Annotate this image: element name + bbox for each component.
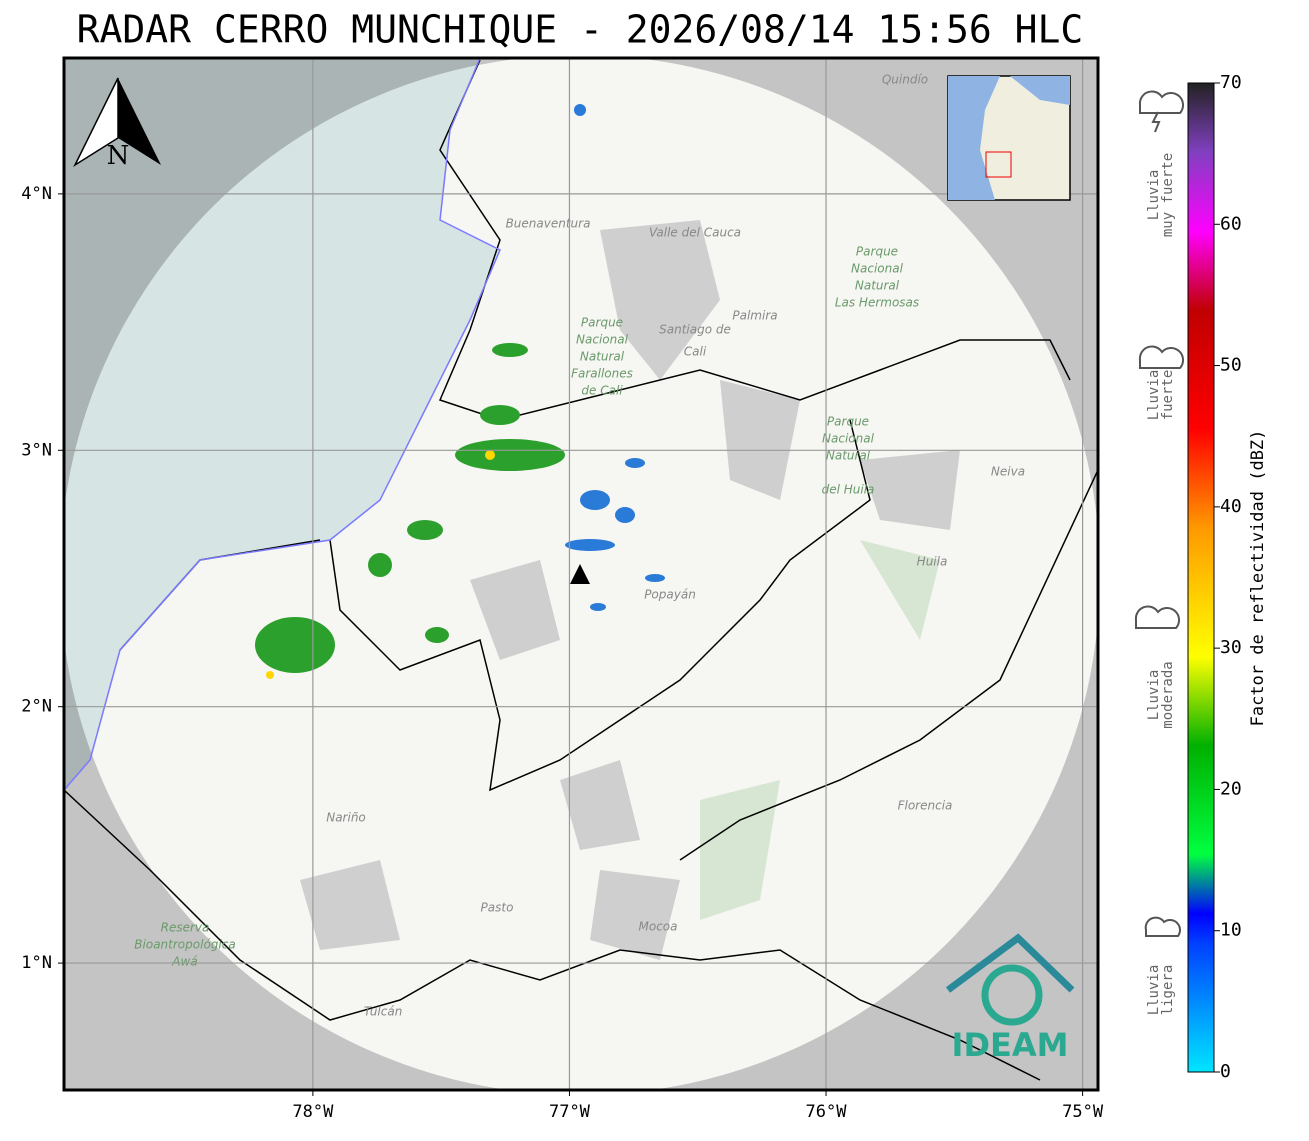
- park-label: Farallones: [571, 367, 633, 381]
- park-label: del Huila: [822, 483, 875, 497]
- place-label: Pasto: [481, 901, 514, 915]
- place-label: Cali: [684, 345, 707, 359]
- park-label: Bioantropológica: [134, 938, 235, 952]
- colorbar: [1187, 82, 1215, 1073]
- colorbar-label: Factor de reflectividad (dBZ): [1248, 430, 1268, 727]
- legend-label: fuerte: [1160, 370, 1176, 421]
- park-label: Las Hermosas: [835, 296, 919, 310]
- place-label: Valle del Cauca: [649, 226, 741, 240]
- x-tick-label: 78°W: [292, 1102, 334, 1122]
- place-label: Buenaventura: [506, 217, 591, 231]
- x-tick-label: 77°W: [549, 1102, 591, 1122]
- legend-label: ligera: [1160, 965, 1176, 1016]
- colorbar-tick-label: 30: [1220, 637, 1242, 658]
- place-label: Huila: [917, 555, 948, 569]
- park-label: Parque: [856, 245, 898, 259]
- map: Quindío Buenaventura Valle del Cauca Pal…: [64, 58, 1098, 1090]
- park-label: Awá: [171, 955, 197, 969]
- north-arrow: N: [107, 141, 130, 171]
- map-frame: [62, 56, 1100, 1092]
- park-label: Natural: [580, 350, 625, 364]
- y-tick-label: 4°N: [21, 184, 52, 204]
- place-label: Florencia: [898, 799, 953, 813]
- colorbar-tick-label: 20: [1220, 778, 1242, 799]
- colorbar-tick-label: 40: [1220, 496, 1242, 517]
- logo: IDEAM: [952, 1026, 1069, 1064]
- park-label: Nacional: [851, 262, 904, 276]
- park-label: Nacional: [822, 432, 875, 446]
- park-label: Parque: [581, 316, 623, 330]
- park-label: Parque: [827, 415, 869, 429]
- legend-label: Lluvia: [1146, 965, 1162, 1016]
- legend-label: moderada: [1160, 661, 1176, 728]
- legend-label: Lluvia: [1146, 370, 1162, 421]
- place-label: Popayán: [644, 588, 696, 602]
- legend-label: Lluvia: [1146, 170, 1162, 221]
- x-tick-label: 76°W: [806, 1102, 848, 1122]
- place-label: Palmira: [732, 309, 777, 323]
- colorbar-tick-label: 0: [1220, 1061, 1231, 1082]
- title: RADAR CERRO MUNCHIQUE - 2026/08/14 15:56…: [77, 8, 1084, 52]
- park-label: Natural: [855, 279, 900, 293]
- park-label: Nacional: [576, 333, 629, 347]
- x-tick-label: 75°W: [1062, 1102, 1104, 1122]
- place-label: Neiva: [991, 465, 1025, 479]
- place-label: Santiago de: [659, 323, 731, 337]
- colorbar-tick-label: 10: [1220, 920, 1242, 941]
- y-tick-label: 2°N: [21, 697, 52, 717]
- legend-label: muy fuerte: [1160, 153, 1176, 237]
- colorbar-tick-label: 70: [1220, 72, 1242, 93]
- y-tick-label: 1°N: [21, 953, 52, 973]
- place-label: Tulcán: [364, 1005, 403, 1019]
- colorbar-tick-label: 60: [1220, 213, 1242, 234]
- park-label: de Cali: [581, 384, 623, 398]
- grid: [64, 58, 1098, 1090]
- park-label: Reserva: [161, 921, 210, 935]
- legend-label: Lluvia: [1146, 670, 1162, 721]
- place-label: Quindío: [882, 73, 928, 87]
- place-label: Mocoa: [639, 920, 678, 934]
- park-label: Natural: [826, 449, 871, 463]
- y-tick-label: 3°N: [21, 440, 52, 460]
- place-label: Nariño: [326, 811, 366, 825]
- colorbar-tick-label: 50: [1220, 355, 1242, 376]
